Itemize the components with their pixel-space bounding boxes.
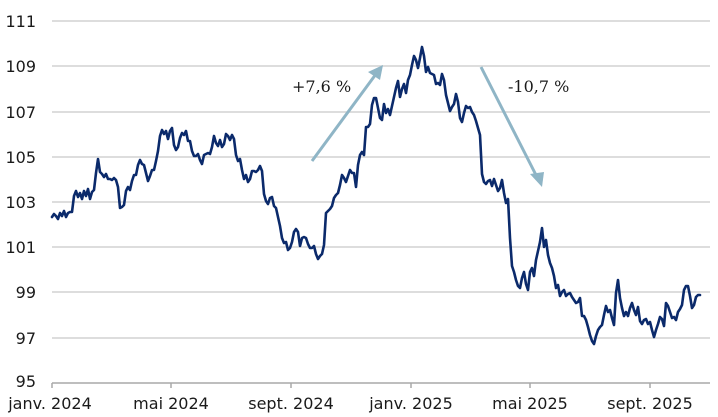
- y-tick-label: 97: [16, 329, 36, 348]
- x-tick-label: janv. 2025: [368, 394, 453, 413]
- x-tick-label: mai 2024: [133, 394, 209, 413]
- y-axis-labels: 111 109 107 105 103 101 99 97 95: [5, 12, 36, 391]
- y-tick-label: 99: [16, 283, 36, 302]
- y-tick-label: 107: [5, 103, 36, 122]
- arrow-down-head-icon: [530, 172, 544, 187]
- x-tick-label: sept. 2025: [607, 394, 693, 413]
- y-tick-label: 103: [5, 193, 36, 212]
- fall-annotation-label: -10,7 %: [508, 77, 569, 96]
- y-tick-label: 109: [5, 57, 36, 76]
- trend-arrows: [310, 65, 544, 187]
- x-axis-labels: janv. 2024 mai 2024 sept. 2024 janv. 202…: [7, 394, 693, 413]
- y-tick-label: 101: [5, 238, 36, 257]
- arrow-down-icon: [479, 66, 539, 178]
- gridlines: [52, 20, 710, 339]
- x-axis: [51, 382, 710, 388]
- x-tick-label: janv. 2024: [7, 394, 92, 413]
- arrow-up-head-icon: [368, 65, 383, 80]
- index-series-line: [50, 45, 702, 346]
- x-tick-label: mai 2025: [492, 394, 568, 413]
- x-tick-label: sept. 2024: [248, 394, 334, 413]
- y-tick-label: 111: [5, 12, 36, 31]
- arrow-up-icon: [310, 73, 378, 162]
- y-tick-label: 95: [16, 372, 36, 391]
- rise-annotation-label: +7,6 %: [292, 77, 351, 96]
- y-tick-label: 105: [5, 148, 36, 167]
